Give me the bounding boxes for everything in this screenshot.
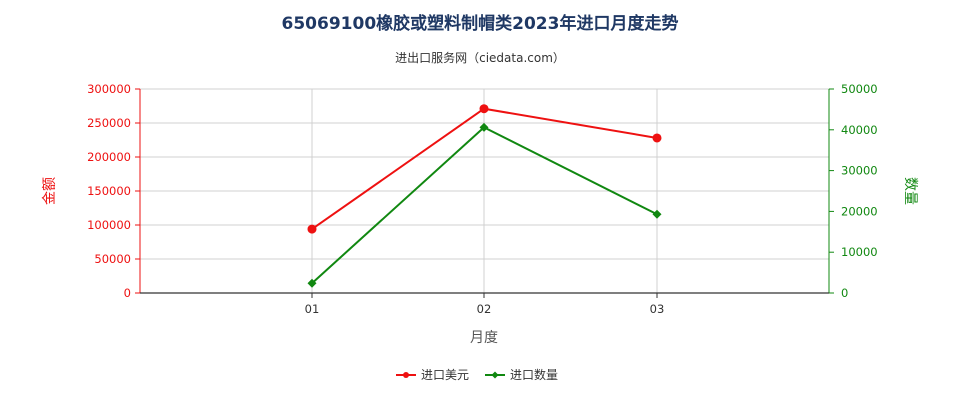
legend-item-amount[interactable]: 进口美元 xyxy=(396,368,469,382)
right-tick-label: 0 xyxy=(841,286,848,300)
left-tick-label: 150000 xyxy=(87,184,131,198)
series-layer xyxy=(307,104,662,288)
data-point-quantity xyxy=(307,278,317,288)
x-axis-title: 月度 xyxy=(470,330,498,346)
legend-item-quantity[interactable]: 进口数量 xyxy=(485,367,558,382)
left-tick-label: 50000 xyxy=(94,252,131,266)
left-axis-title: 金额 xyxy=(42,177,58,205)
chart-title: 65069100橡胶或塑料制帽类2023年进口月度走势 xyxy=(282,13,679,34)
right-tick-label: 30000 xyxy=(841,164,878,178)
right-tick-label: 50000 xyxy=(841,82,878,96)
left-tick-label: 100000 xyxy=(87,218,131,232)
x-tick-label: 02 xyxy=(477,302,492,316)
data-point-quantity xyxy=(652,209,662,219)
legend-label-quantity: 进口数量 xyxy=(510,367,558,382)
data-point-amount xyxy=(307,224,317,234)
legend-marker-quantity xyxy=(491,371,499,379)
data-point-amount xyxy=(479,104,489,114)
right-tick-label: 20000 xyxy=(841,204,878,218)
right-tick-label: 40000 xyxy=(841,123,878,137)
chart-subtitle: 进出口服务网（ciedata.com） xyxy=(395,50,565,65)
x-tick-label: 01 xyxy=(305,302,320,316)
left-tick-label: 300000 xyxy=(87,82,131,96)
right-tick-label: 10000 xyxy=(841,245,878,259)
x-axis-ticks: 01 02 03 xyxy=(305,293,665,316)
left-tick-label: 250000 xyxy=(87,116,131,130)
right-axis-ticks: 0 10000 20000 30000 40000 50000 xyxy=(829,82,878,300)
x-tick-label: 03 xyxy=(650,302,665,316)
legend-label-amount: 进口美元 xyxy=(421,368,469,382)
legend-marker-amount xyxy=(403,372,409,378)
left-axis-ticks: 0 50000 100000 150000 200000 250000 300000 xyxy=(87,82,140,300)
legend: 进口美元 进口数量 xyxy=(396,367,558,382)
data-point-quantity xyxy=(479,122,489,132)
left-tick-label: 200000 xyxy=(87,150,131,164)
grid xyxy=(140,88,829,293)
left-tick-label: 0 xyxy=(124,286,131,300)
right-axis-title: 数量 xyxy=(902,177,918,205)
data-point-amount xyxy=(652,133,662,143)
